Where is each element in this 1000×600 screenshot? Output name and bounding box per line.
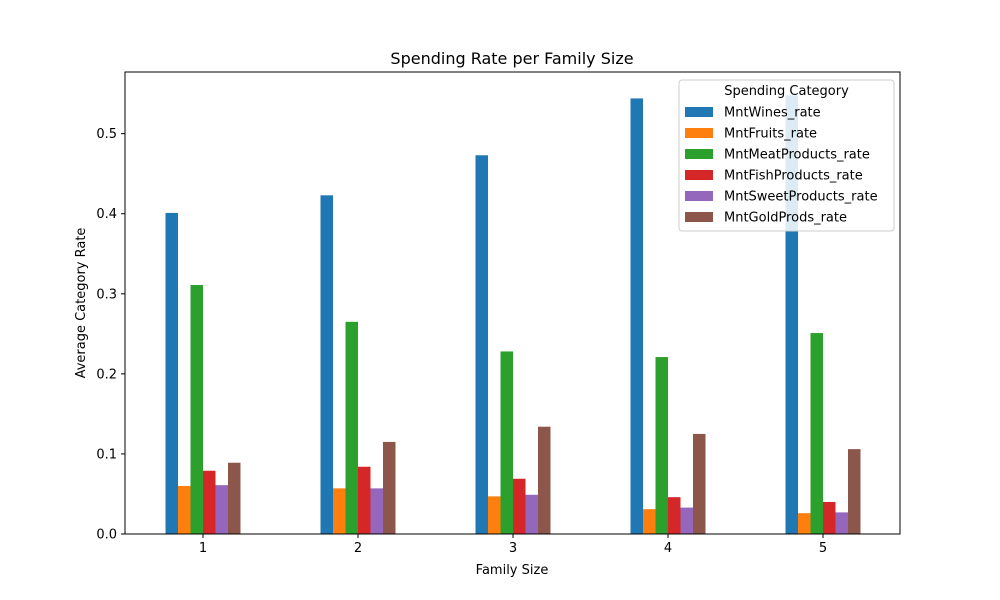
y-tick-label: 0.2 bbox=[96, 367, 117, 382]
legend-swatch-MntMeatProducts_rate bbox=[685, 149, 713, 159]
legend-swatch-MntGoldProds_rate bbox=[685, 212, 713, 222]
bar-MntGoldProds_rate-family-4 bbox=[693, 433, 706, 534]
y-tick-label: 0.0 bbox=[96, 528, 117, 543]
bar-MntGoldProds_rate-family-3 bbox=[538, 426, 551, 534]
bar-MntSweetProducts_rate-family-4 bbox=[680, 507, 693, 534]
legend-entry-MntGoldProds_rate: MntGoldProds_rate bbox=[724, 211, 847, 226]
legend-box bbox=[678, 79, 895, 232]
chart-title: Spending Rate per Family Size bbox=[390, 49, 633, 68]
legend-swatch-MntWines_rate bbox=[685, 107, 713, 117]
legend-swatch-MntFishProducts_rate bbox=[685, 170, 713, 180]
bar-MntFruits_rate-family-3 bbox=[488, 496, 501, 534]
x-tick-label: 5 bbox=[819, 541, 827, 556]
x-tick-label: 2 bbox=[354, 541, 362, 556]
legend-entry-MntWines_rate: MntWines_rate bbox=[724, 106, 821, 121]
bar-MntFruits_rate-family-4 bbox=[643, 509, 656, 534]
bar-MntGoldProds_rate-family-2 bbox=[383, 441, 396, 534]
bar-MntFishProducts_rate-family-4 bbox=[668, 497, 681, 534]
legend: Spending Category MntWines_rate MntFruits_… bbox=[678, 79, 895, 232]
legend-entry-MntFruits_rate: MntFruits_rate bbox=[724, 127, 817, 142]
x-tick-label: 1 bbox=[199, 541, 207, 556]
bar-MntMeatProducts_rate-family-5 bbox=[810, 333, 823, 534]
bar-MntMeatProducts_rate-family-1 bbox=[190, 284, 203, 534]
y-axis-label: Average Category Rate bbox=[74, 228, 89, 379]
bar-MntWines_rate-family-1 bbox=[165, 212, 178, 535]
x-axis-label: Family Size bbox=[476, 563, 549, 578]
bar-MntMeatProducts_rate-family-3 bbox=[500, 351, 513, 534]
bar-MntMeatProducts_rate-family-4 bbox=[655, 357, 668, 534]
axes-layer: 0.0 0.1 0.2 0.3 0.4 0.5 1 2 3 4 5 bbox=[96, 71, 901, 556]
bar-MntMeatProducts_rate-family-2 bbox=[345, 321, 358, 534]
bar-MntWines_rate-family-4 bbox=[630, 98, 643, 535]
y-tick-label: 0.5 bbox=[96, 127, 117, 142]
legend-title: Spending Category bbox=[724, 84, 849, 99]
y-tick-label: 0.3 bbox=[96, 287, 117, 302]
bar-MntFishProducts_rate-family-1 bbox=[203, 470, 216, 534]
x-tick-label: 3 bbox=[509, 541, 517, 556]
bar-MntFruits_rate-family-5 bbox=[798, 513, 811, 534]
x-tick-label: 4 bbox=[664, 541, 672, 556]
legend-entry-MntSweetProducts_rate: MntSweetProducts_rate bbox=[724, 190, 878, 205]
y-tick-label: 0.4 bbox=[96, 207, 117, 222]
legend-swatch-MntFruits_rate bbox=[685, 128, 713, 138]
bar-MntFruits_rate-family-2 bbox=[333, 488, 346, 534]
bar-MntGoldProds_rate-family-1 bbox=[228, 462, 241, 534]
bar-MntGoldProds_rate-family-5 bbox=[848, 449, 861, 534]
bar-MntSweetProducts_rate-family-1 bbox=[215, 485, 228, 534]
legend-swatch-MntSweetProducts_rate bbox=[685, 191, 713, 201]
bar-MntSweetProducts_rate-family-5 bbox=[835, 512, 848, 534]
legend-entry-MntMeatProducts_rate: MntMeatProducts_rate bbox=[724, 148, 870, 163]
bar-MntWines_rate-family-3 bbox=[475, 155, 488, 534]
bar-MntFishProducts_rate-family-2 bbox=[358, 466, 371, 534]
y-tick-label: 0.1 bbox=[96, 447, 117, 462]
bar-MntFishProducts_rate-family-5 bbox=[823, 501, 836, 534]
bar-MntSweetProducts_rate-family-3 bbox=[525, 494, 538, 534]
bar-MntSweetProducts_rate-family-2 bbox=[370, 488, 383, 534]
bar-MntFruits_rate-family-1 bbox=[178, 485, 191, 534]
bar-MntWines_rate-family-2 bbox=[320, 195, 333, 534]
legend-entry-MntFishProducts_rate: MntFishProducts_rate bbox=[724, 169, 863, 184]
bar-MntFishProducts_rate-family-3 bbox=[513, 478, 526, 534]
